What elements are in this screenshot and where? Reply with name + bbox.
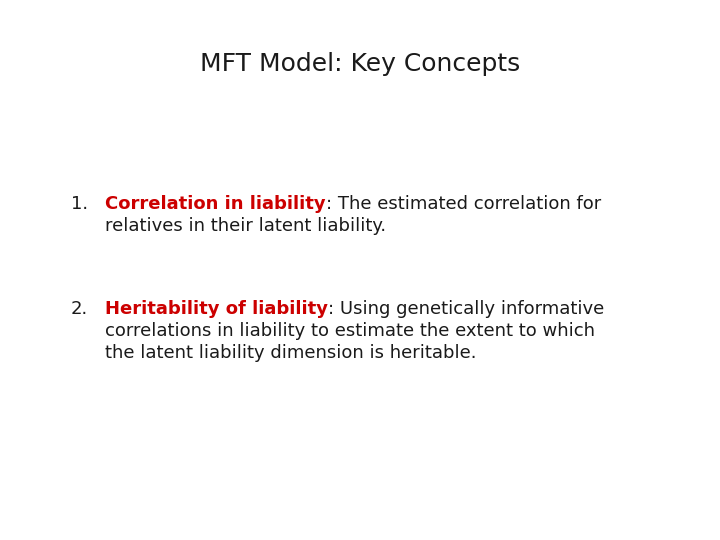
Text: 2.: 2. (71, 300, 88, 318)
Text: : Using genetically informative: : Using genetically informative (328, 300, 604, 318)
Text: : The estimated correlation for: : The estimated correlation for (325, 195, 601, 213)
Text: correlations in liability to estimate the extent to which: correlations in liability to estimate th… (105, 322, 595, 340)
Text: Heritability of liability: Heritability of liability (105, 300, 328, 318)
Text: relatives in their latent liability.: relatives in their latent liability. (105, 217, 386, 235)
Text: 1.: 1. (71, 195, 88, 213)
Text: MFT Model: Key Concepts: MFT Model: Key Concepts (200, 52, 520, 76)
Text: the latent liability dimension is heritable.: the latent liability dimension is herita… (105, 344, 477, 362)
Text: Correlation in liability: Correlation in liability (105, 195, 325, 213)
